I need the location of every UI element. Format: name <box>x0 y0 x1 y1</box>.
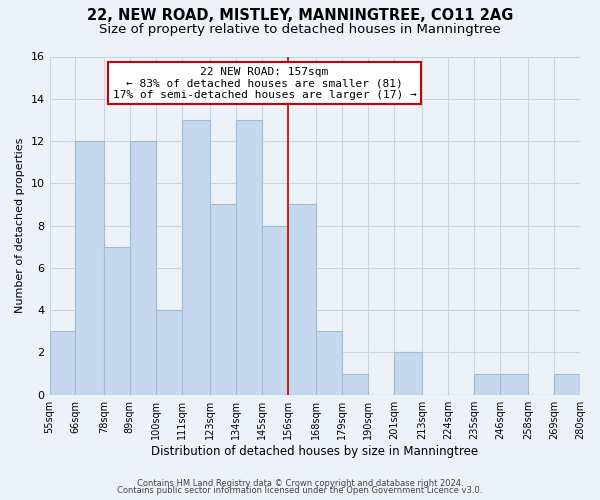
Bar <box>500 374 528 394</box>
X-axis label: Distribution of detached houses by size in Manningtree: Distribution of detached houses by size … <box>151 444 478 458</box>
Bar <box>50 332 76 394</box>
Bar <box>287 204 316 394</box>
Bar <box>554 374 580 394</box>
Bar <box>262 226 287 394</box>
Text: 22, NEW ROAD, MISTLEY, MANNINGTREE, CO11 2AG: 22, NEW ROAD, MISTLEY, MANNINGTREE, CO11… <box>87 8 513 22</box>
Text: 22 NEW ROAD: 157sqm
← 83% of detached houses are smaller (81)
17% of semi-detach: 22 NEW ROAD: 157sqm ← 83% of detached ho… <box>113 66 416 100</box>
Bar <box>130 141 155 395</box>
Bar <box>210 204 236 394</box>
Y-axis label: Number of detached properties: Number of detached properties <box>15 138 25 314</box>
Bar <box>342 374 368 394</box>
Bar <box>580 374 600 394</box>
Bar <box>76 141 104 395</box>
Text: Contains public sector information licensed under the Open Government Licence v3: Contains public sector information licen… <box>118 486 482 495</box>
Text: Size of property relative to detached houses in Manningtree: Size of property relative to detached ho… <box>99 22 501 36</box>
Text: Contains HM Land Registry data © Crown copyright and database right 2024.: Contains HM Land Registry data © Crown c… <box>137 478 463 488</box>
Bar <box>474 374 500 394</box>
Bar <box>104 246 130 394</box>
Bar <box>155 310 182 394</box>
Bar <box>182 120 210 394</box>
Bar <box>394 352 422 395</box>
Bar <box>236 120 262 394</box>
Bar <box>316 332 342 394</box>
